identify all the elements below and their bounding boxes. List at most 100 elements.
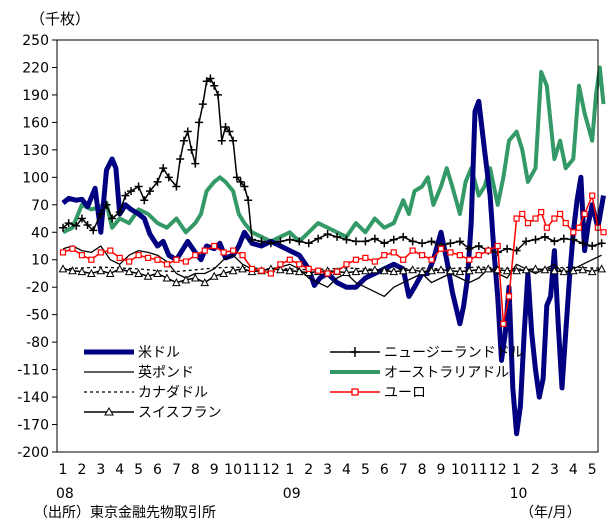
data-point: [315, 267, 322, 274]
data-point: [286, 256, 293, 263]
data-point: [390, 249, 397, 256]
x-tick-label: 8: [418, 462, 427, 478]
data-point: [581, 210, 588, 218]
legend-item: ニュージーランドドル: [330, 345, 524, 361]
data-point: [162, 273, 172, 282]
data-point: [446, 239, 455, 248]
data-point: [210, 81, 219, 90]
data-point: [190, 273, 200, 282]
legend-item: スイスフラン: [84, 405, 222, 421]
data-point: [333, 232, 342, 241]
data-point: [236, 177, 245, 186]
data-point: [240, 182, 249, 191]
legend-item: ユーロ: [330, 385, 426, 401]
data-point: [314, 234, 323, 243]
data-point: [294, 267, 304, 276]
x-tick-label: 12: [489, 462, 507, 478]
data-point: [191, 159, 200, 168]
data-point: [295, 237, 304, 246]
data-point: [466, 256, 473, 263]
data-point: [371, 258, 378, 265]
x-tick-label: 3: [550, 462, 559, 478]
series-0: [61, 98, 606, 437]
data-point: [209, 271, 219, 280]
data-point: [408, 265, 417, 274]
data-point: [285, 235, 294, 244]
data-point: [550, 266, 559, 275]
data-point: [409, 247, 416, 254]
y-tick-label: 160: [22, 115, 49, 131]
data-point: [436, 265, 446, 274]
legend-item: 英ポンド: [84, 364, 194, 381]
data-point: [427, 266, 436, 275]
y-tick-label: 100: [22, 170, 49, 186]
x-tick-label: 12: [262, 462, 280, 478]
data-point: [192, 252, 199, 259]
data-point: [485, 247, 492, 254]
data-point: [248, 235, 256, 244]
x-tick-label: 1: [512, 462, 521, 478]
legend-label: ニュージーランドドル: [384, 345, 524, 361]
data-point: [277, 261, 284, 268]
data-point: [500, 320, 507, 327]
data-point: [389, 267, 399, 276]
data-point: [503, 244, 512, 253]
data-point: [96, 209, 105, 218]
legend-label: 米ドル: [138, 345, 180, 361]
data-point: [540, 232, 549, 241]
x-tick-label: 7: [399, 462, 408, 478]
legend-label: 英ポンド: [138, 364, 194, 381]
x-tick-label: 10: [224, 462, 242, 478]
data-point: [153, 177, 162, 186]
x-tick-label: 1: [285, 462, 294, 478]
data-point: [102, 200, 111, 209]
data-point: [437, 245, 445, 252]
data-point: [59, 223, 67, 232]
data-point: [195, 118, 204, 127]
data-point: [559, 234, 568, 243]
data-point: [143, 271, 153, 280]
data-point: [87, 268, 96, 277]
legend-marker: [351, 388, 359, 396]
data-point: [200, 278, 210, 287]
data-point: [512, 266, 521, 275]
data-point: [483, 264, 493, 273]
y-tick-label: -140: [17, 390, 49, 406]
data-point: [370, 265, 380, 274]
data-point: [220, 249, 227, 256]
data-point: [228, 266, 238, 275]
legend-item: 米ドル: [84, 345, 180, 361]
series-line: [62, 194, 604, 325]
data-point: [474, 242, 483, 250]
data-point: [568, 266, 578, 275]
data-point: [201, 247, 208, 254]
data-point: [153, 268, 162, 277]
x-tick-label: 5: [588, 462, 597, 478]
data-point: [465, 244, 474, 253]
data-point: [370, 234, 379, 243]
data-point: [89, 226, 98, 235]
data-point: [519, 210, 526, 218]
x-tick-label: 9: [210, 462, 219, 478]
plot-frame: [56, 39, 599, 453]
data-point: [521, 265, 531, 274]
data-point: [556, 210, 564, 218]
data-point: [257, 237, 266, 246]
x-unit-label: （年/月）: [520, 505, 581, 521]
data-point: [140, 196, 149, 205]
x-tick-label: 2: [304, 462, 313, 478]
y-tick-label: -50: [26, 308, 49, 324]
x-tick-label: 8: [191, 462, 200, 478]
data-point: [333, 268, 341, 275]
data-point: [221, 122, 230, 131]
data-point: [381, 252, 388, 259]
data-point: [219, 268, 228, 277]
data-point: [551, 215, 558, 222]
data-point: [550, 237, 559, 246]
x-tick-label: 4: [569, 462, 578, 478]
y-tick-label: 190: [22, 88, 49, 104]
data-point: [522, 237, 531, 246]
x-tick-label: 5: [361, 462, 370, 478]
data-point: [232, 173, 241, 182]
y-tick-label: 220: [22, 60, 49, 76]
